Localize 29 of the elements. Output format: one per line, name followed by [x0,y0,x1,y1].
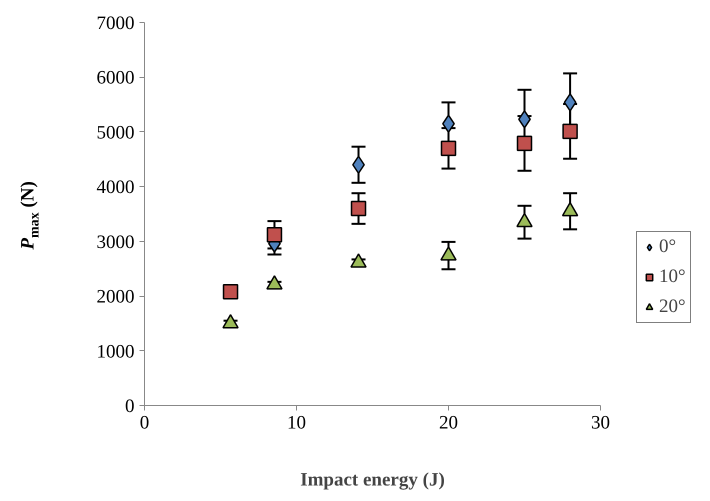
legend-label: 10° [659,266,686,288]
point [350,200,366,216]
y-tick-label: 7000 [96,13,134,34]
y-tick-label: 5000 [96,122,134,144]
point [266,227,282,243]
point [266,275,283,290]
y-tick-label: 3000 [96,232,134,253]
x-axis-title: Impact energy (J) [300,470,445,490]
point [222,314,239,329]
x-tick-label: 0 [140,412,150,434]
point [562,202,578,216]
y-tick-label: 6000 [96,68,134,89]
point [516,212,533,228]
point [562,124,578,140]
x-tick-label: 30 [591,412,610,434]
y-tick-label: 1000 [96,341,134,362]
x-tick-label: 20 [439,412,458,434]
point [440,140,456,156]
point [564,93,577,112]
y-tick-label: 2000 [96,286,134,308]
y-tick-label: 4000 [96,177,134,198]
x-tick-label: 10 [287,412,306,434]
y-tick-label: 0 [125,396,134,417]
point [440,246,457,261]
point [350,253,367,268]
point [516,136,532,152]
legend-label: 0° [659,236,678,258]
legend-label: 20° [659,296,686,318]
point [222,284,238,300]
